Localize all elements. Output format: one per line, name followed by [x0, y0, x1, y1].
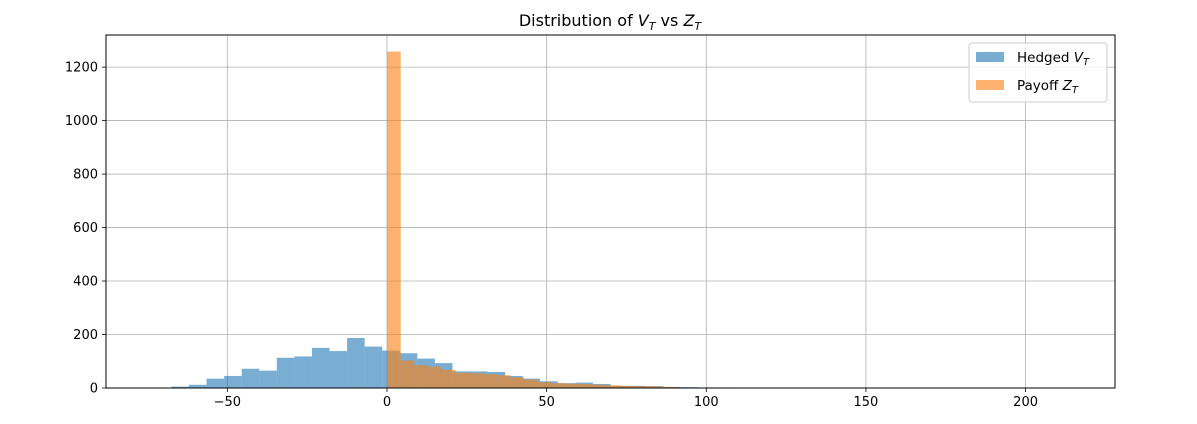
payoff-bar	[565, 383, 580, 388]
y-tick-label: 1000	[65, 114, 98, 129]
hedged-bar	[276, 357, 295, 388]
payoff-bar	[496, 375, 511, 388]
y-axis: 0 200 400 600 800 1000 1200	[65, 61, 106, 397]
x-axis: −50 0 50 100 150 200	[214, 388, 1038, 410]
hedged-bar	[206, 378, 225, 388]
payoff-bar	[606, 385, 621, 388]
legend-label-payoff: Payoff ZT	[1017, 78, 1079, 96]
payoff-bar	[524, 379, 539, 388]
x-tick-label: 200	[1013, 395, 1038, 410]
hedged-bar	[224, 375, 242, 388]
legend: Hedged VT Payoff ZT	[968, 42, 1108, 103]
hedged-bar	[241, 368, 260, 388]
payoff-bar	[579, 383, 593, 388]
x-tick-label: 50	[538, 395, 555, 410]
payoff-bar	[455, 372, 470, 388]
payoff-bar	[469, 373, 484, 388]
payoff-bar	[400, 360, 415, 388]
payoff-bar	[441, 369, 456, 388]
hedged-bar	[364, 346, 383, 388]
hedged-bar	[189, 384, 207, 388]
y-tick-label: 600	[73, 221, 98, 236]
payoff-bar	[634, 386, 648, 388]
plot-frame	[105, 34, 1116, 389]
payoff-bar	[661, 386, 676, 388]
hedged-bar	[311, 347, 330, 388]
hedged-bar	[259, 370, 277, 388]
hedged-bar	[347, 337, 365, 388]
payoff-bar	[538, 382, 552, 388]
payoff-bar	[647, 386, 662, 388]
hedged-series	[171, 337, 1068, 388]
payoff-bar	[386, 51, 401, 389]
payoff-bar	[414, 365, 429, 388]
payoff-bar	[620, 385, 635, 388]
x-tick-label: −50	[214, 395, 241, 410]
payoff-bar	[428, 366, 442, 388]
y-tick-label: 1200	[65, 61, 98, 76]
x-tick-label: 0	[383, 395, 391, 410]
payoff-bar	[483, 374, 497, 388]
y-tick-label: 800	[73, 168, 98, 183]
x-tick-label: 100	[694, 395, 719, 410]
payoff-bar	[592, 384, 607, 388]
legend-label-hedged: Hedged VT	[1017, 50, 1090, 68]
hedged-bar	[329, 351, 348, 388]
payoff-bar	[551, 383, 566, 388]
chart-title: Distribution of VT vs ZT	[519, 11, 703, 33]
payoff-bar	[510, 377, 525, 388]
hedged-bar	[294, 356, 312, 388]
y-tick-label: 200	[73, 328, 98, 343]
x-tick-label: 150	[854, 395, 879, 410]
y-tick-label: 400	[73, 275, 98, 290]
payoff-series	[386, 51, 717, 389]
hedged-bar	[171, 386, 190, 388]
grid-lines	[106, 35, 1115, 389]
y-tick-label: 0	[90, 382, 98, 397]
legend-swatch-payoff	[976, 80, 1004, 90]
legend-swatch-hedged	[976, 52, 1004, 62]
